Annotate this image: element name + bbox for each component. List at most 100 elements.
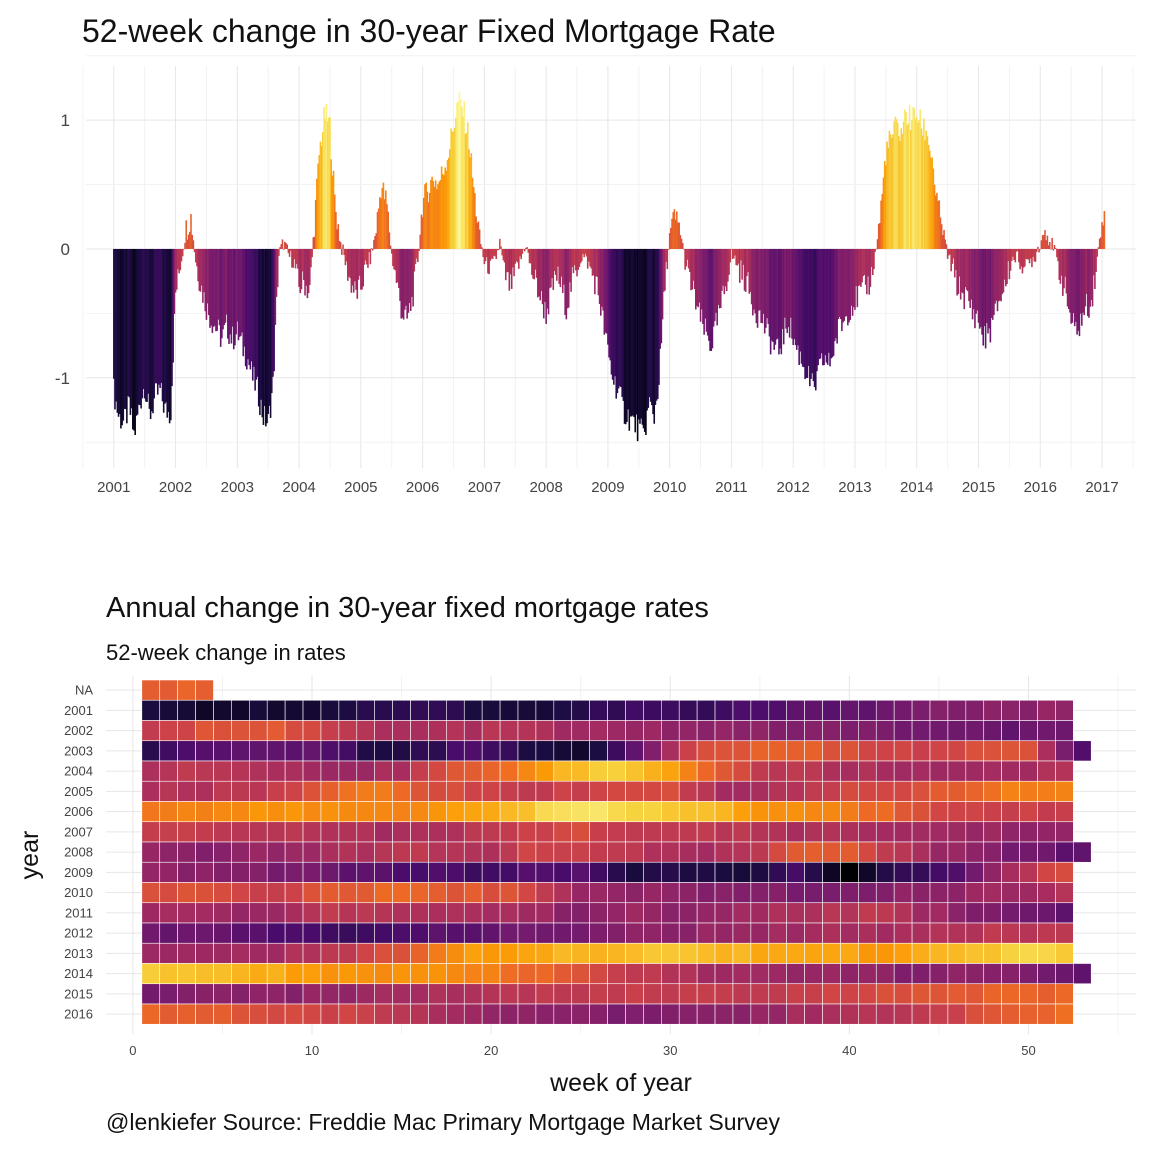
heatmap-cell <box>321 842 339 862</box>
heatmap-cell <box>805 984 823 1004</box>
heatmap-cell <box>733 721 751 741</box>
heatmap-cell <box>1002 984 1020 1004</box>
heatmap-cell <box>357 883 375 903</box>
heatmap-cell <box>840 984 858 1004</box>
heatmap-cell <box>1037 741 1055 761</box>
heatmap-cell <box>912 862 930 882</box>
heatmap-cell <box>1002 721 1020 741</box>
heatmap-cell <box>930 964 948 984</box>
heatmap-cell <box>948 984 966 1004</box>
heatmap-cell <box>572 802 590 822</box>
heatmap-cell <box>948 781 966 801</box>
heatmap-cell <box>1020 802 1038 822</box>
heatmap-cell <box>733 862 751 882</box>
heatmap-cell <box>1020 842 1038 862</box>
heatmap-cell <box>661 923 679 943</box>
heatmap-cell <box>840 943 858 963</box>
bar <box>524 249 526 251</box>
heatmap-cell <box>751 781 769 801</box>
heatmap-cell <box>357 964 375 984</box>
heatmap-cell <box>733 741 751 761</box>
heatmap-cell <box>876 943 894 963</box>
heatmap-cell <box>1020 943 1038 963</box>
heatmap-cell <box>142 721 160 741</box>
heatmap-cell <box>357 741 375 761</box>
heatmap-cell <box>178 741 196 761</box>
heatmap-cell <box>787 761 805 781</box>
heatmap-y-tick-label: 2013 <box>64 946 93 961</box>
heatmap-cell <box>840 802 858 822</box>
heatmap-cell <box>625 761 643 781</box>
heatmap-cell <box>679 923 697 943</box>
heatmap-cell <box>966 822 984 842</box>
heatmap-cell <box>715 761 733 781</box>
heatmap-cell <box>894 964 912 984</box>
heatmap-cell <box>769 903 787 923</box>
heatmap-cell <box>966 781 984 801</box>
heatmap-cell <box>411 1004 429 1024</box>
heatmap-cell <box>858 741 876 761</box>
heatmap-cell <box>411 842 429 862</box>
heatmap-cell <box>160 781 178 801</box>
heatmap-cell <box>805 862 823 882</box>
heatmap-cell <box>213 923 231 943</box>
heatmap-cell <box>643 903 661 923</box>
heatmap-cell <box>213 741 231 761</box>
heatmap-cell <box>500 721 518 741</box>
heatmap-cell <box>894 741 912 761</box>
heatmap-cell <box>196 883 214 903</box>
heatmap-cell <box>930 862 948 882</box>
heatmap-cell <box>1073 842 1091 862</box>
heatmap-cell <box>536 903 554 923</box>
heatmap-cell <box>625 822 643 842</box>
bar <box>481 247 483 249</box>
heatmap-cell <box>608 822 626 842</box>
heatmap-cell <box>590 862 608 882</box>
heatmap-cell <box>948 842 966 862</box>
heatmap-cell <box>554 984 572 1004</box>
heatmap-cell <box>590 802 608 822</box>
heatmap-cell <box>572 862 590 882</box>
heatmap-cell <box>482 700 500 720</box>
heatmap-cell <box>518 741 536 761</box>
heatmap-cell <box>267 862 285 882</box>
bar <box>1096 249 1098 257</box>
heatmap-cell <box>285 862 303 882</box>
heatmap-cell <box>464 700 482 720</box>
heatmap-cell <box>536 943 554 963</box>
heatmap-cell <box>482 903 500 923</box>
heatmap-cell <box>339 964 357 984</box>
heatmap-cell <box>321 761 339 781</box>
heatmap-cell <box>285 822 303 842</box>
heatmap-cell <box>966 1004 984 1024</box>
heatmap-cell <box>625 700 643 720</box>
heatmap-cell <box>679 822 697 842</box>
heatmap-cell <box>966 862 984 882</box>
heatmap-cell <box>805 883 823 903</box>
heatmap-cell <box>213 700 231 720</box>
heatmap-cell <box>948 741 966 761</box>
heatmap-cell <box>554 923 572 943</box>
heatmap-cell <box>518 943 536 963</box>
heatmap-cell <box>840 700 858 720</box>
heatmap-cell <box>912 842 930 862</box>
heatmap-cell <box>375 964 393 984</box>
heatmap-cell <box>948 1004 966 1024</box>
heatmap-cell <box>643 842 661 862</box>
heatmap-cell <box>805 943 823 963</box>
heatmap-cell <box>267 741 285 761</box>
heatmap-cell <box>518 862 536 882</box>
heatmap-cell <box>894 822 912 842</box>
heatmap-cell <box>267 984 285 1004</box>
heatmap-x-tick-label: 50 <box>1021 1043 1035 1058</box>
heatmap-cell <box>231 761 249 781</box>
heatmap-cell <box>948 883 966 903</box>
heatmap-cell <box>482 822 500 842</box>
heatmap-cell <box>142 1004 160 1024</box>
heatmap-cell <box>303 802 321 822</box>
heatmap-cell <box>948 923 966 943</box>
heatmap-cell <box>787 721 805 741</box>
heatmap-cell <box>357 862 375 882</box>
heatmap-cell <box>823 1004 841 1024</box>
heatmap-cell <box>500 842 518 862</box>
